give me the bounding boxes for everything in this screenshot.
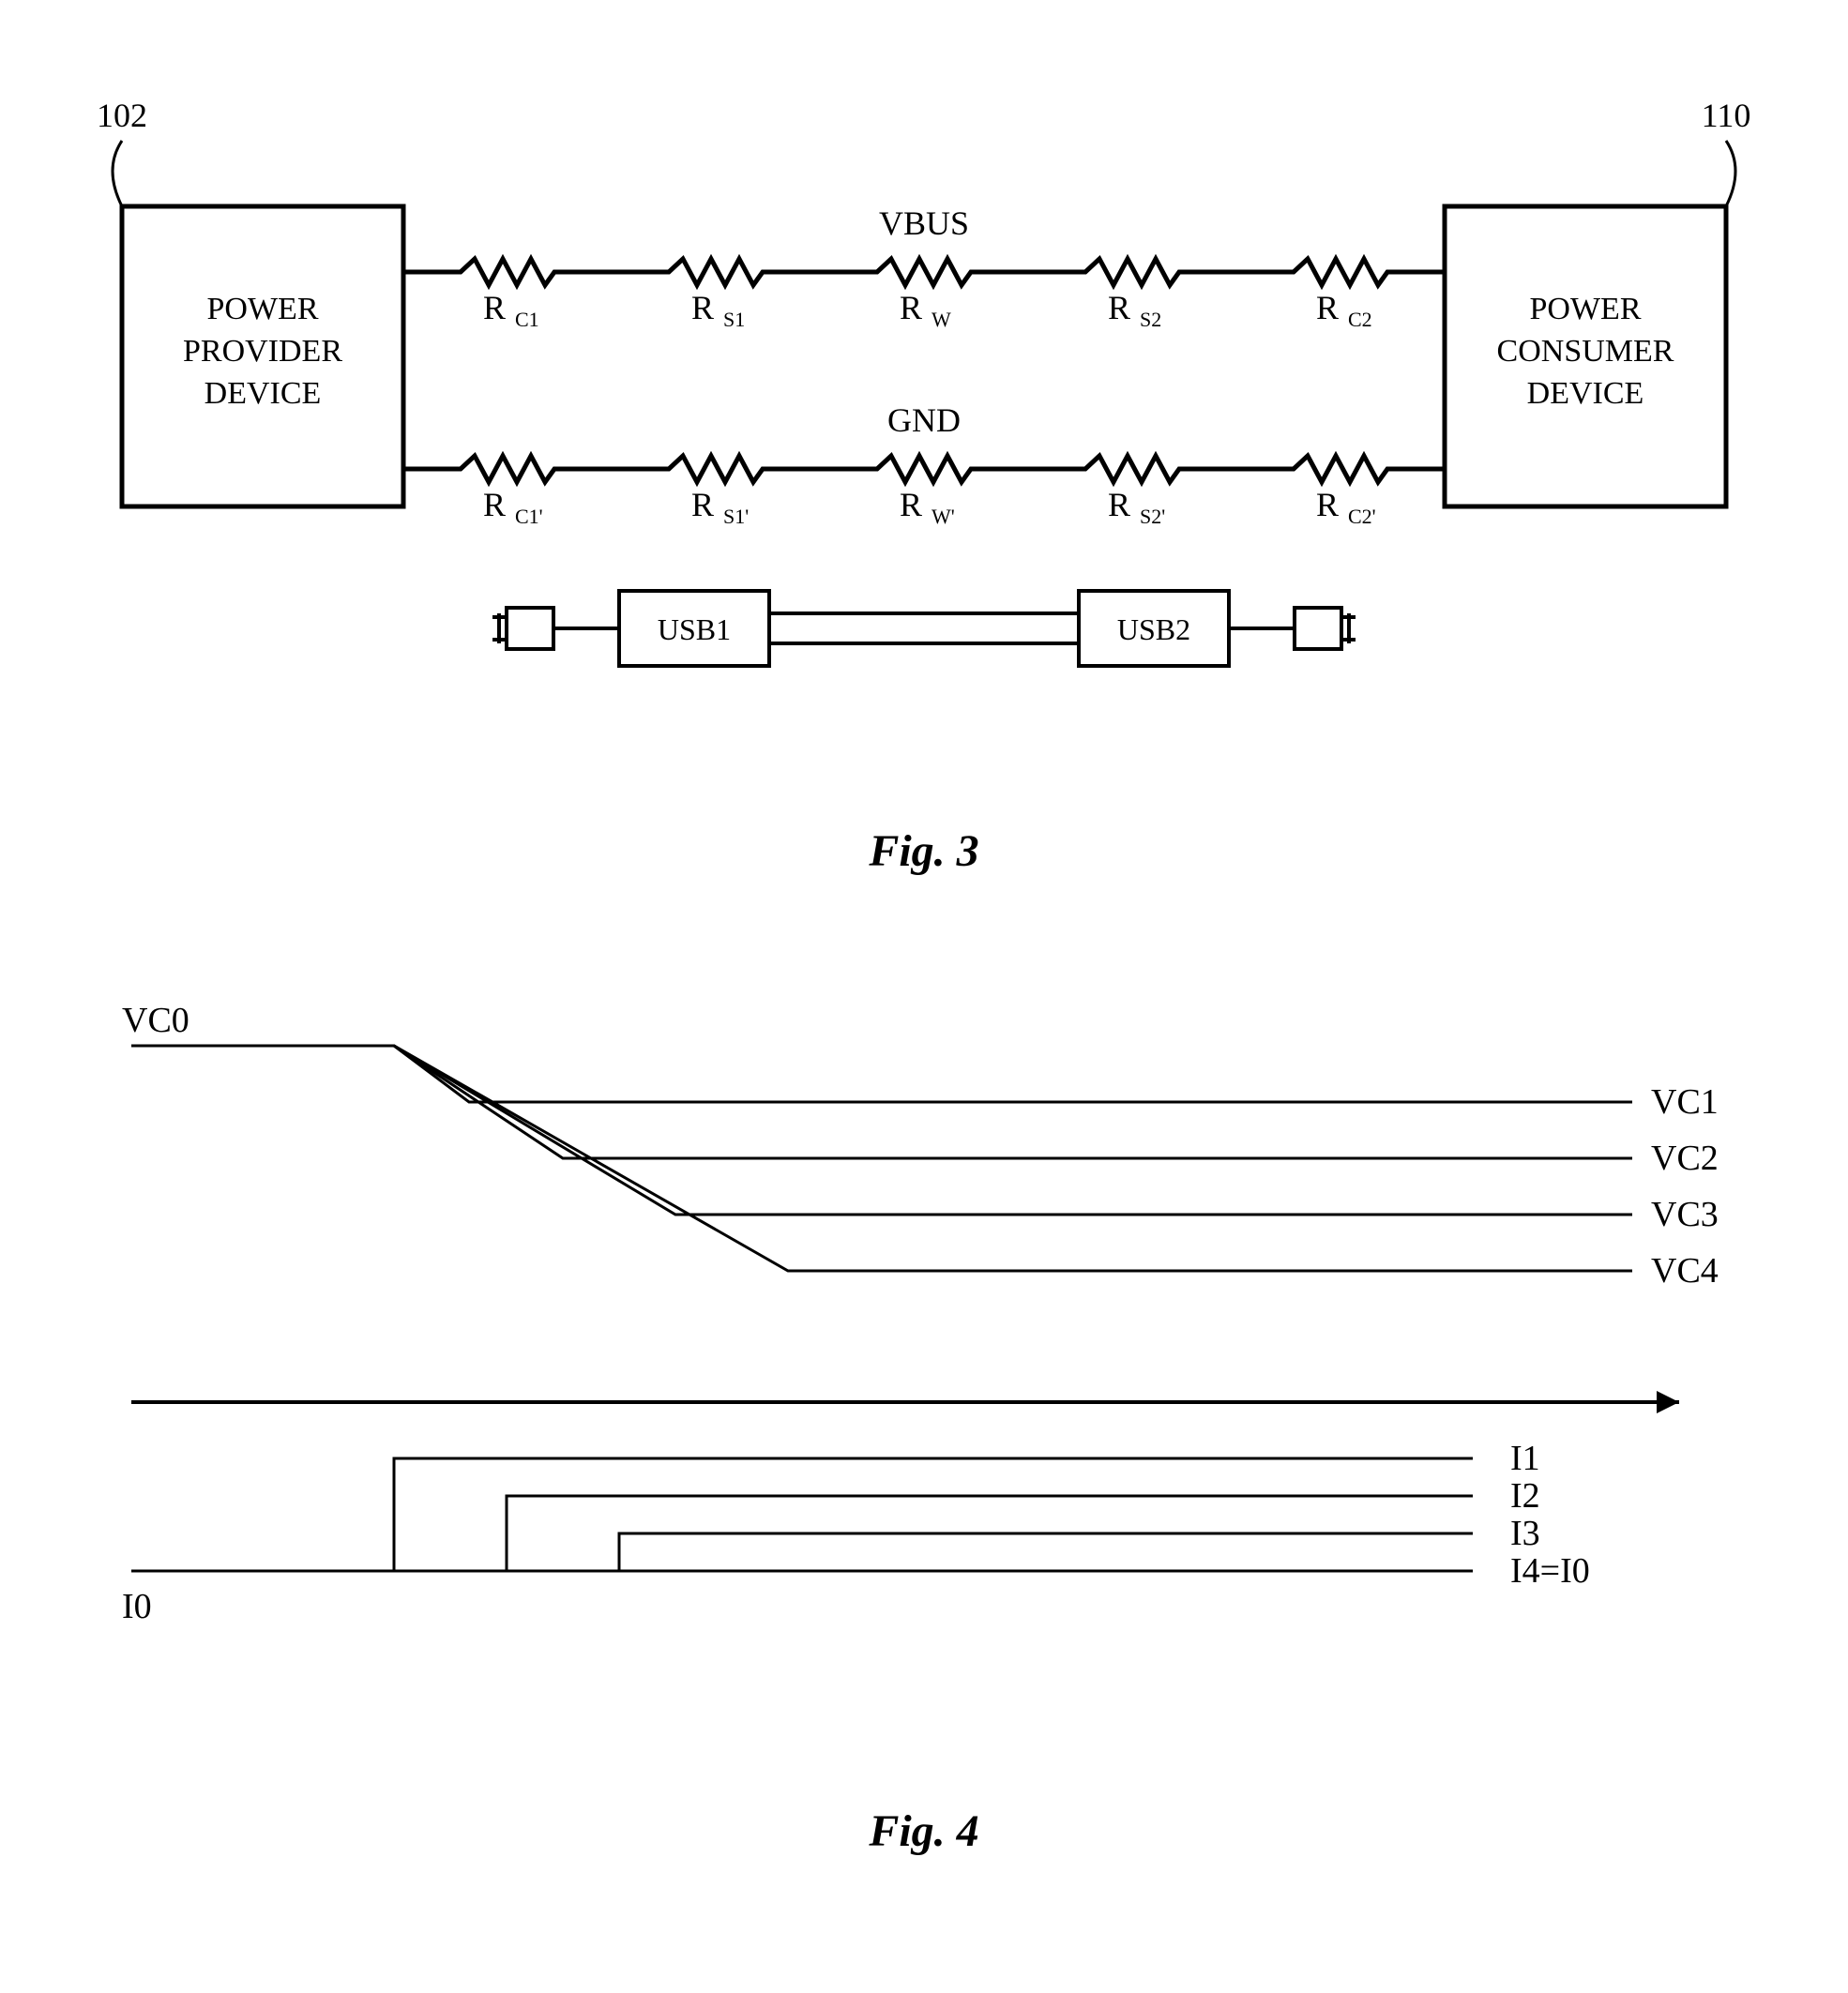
- i-end-label: I1: [1510, 1439, 1540, 1478]
- resistor-symbol: [659, 456, 772, 482]
- vbus-line: RC1RS1RWRS2RC2: [403, 259, 1445, 331]
- resistor-subscript: S1: [723, 308, 745, 331]
- resistor-label: R: [691, 486, 714, 523]
- resistor-symbol: [1076, 259, 1189, 285]
- gnd-label: GND: [887, 401, 961, 439]
- resistor-symbol: [659, 259, 772, 285]
- resistor-subscript: C1': [515, 505, 543, 528]
- voltage-trace: [131, 1046, 1632, 1102]
- provider-ref: 102: [97, 97, 147, 134]
- resistor-symbol: [1076, 456, 1189, 482]
- cable-drawing: USB1 USB2: [492, 591, 1356, 666]
- resistor-label: R: [900, 289, 922, 326]
- resistor-symbol: [1284, 259, 1397, 285]
- vc-end-label: VC1: [1651, 1082, 1719, 1122]
- resistor-subscript: C2': [1348, 505, 1376, 528]
- resistor-subscript: W: [932, 308, 951, 331]
- usb2-label: USB2: [1117, 612, 1190, 646]
- consumer-label-l1: POWER: [1530, 292, 1642, 326]
- consumer-label-l3: DEVICE: [1527, 376, 1644, 411]
- fig4-svg: VC0 VC1 VC2 VC3 VC4 I0 I1I2I3I4=I0: [38, 952, 1810, 1796]
- i-end-label: I4=I0: [1510, 1551, 1590, 1591]
- vc0-label: VC0: [122, 1001, 189, 1040]
- fig4-caption: Fig. 4: [38, 1805, 1810, 1857]
- vc-end-label: VC2: [1651, 1139, 1719, 1178]
- provider-label-l1: POWER: [207, 292, 319, 326]
- current-trace: [131, 1458, 1473, 1571]
- resistor-subscript: W': [932, 505, 955, 528]
- resistor-label: R: [1316, 486, 1339, 523]
- resistor-subscript: C1: [515, 308, 539, 331]
- resistor-label: R: [1316, 289, 1339, 326]
- current-trace: [131, 1533, 1473, 1571]
- arrowhead-icon: [1657, 1391, 1679, 1413]
- provider-label-l2: PROVIDER: [183, 334, 342, 369]
- resistor-subscript: S1': [723, 505, 749, 528]
- resistor-subscript: S2: [1140, 308, 1161, 331]
- vc-end-label: VC4: [1651, 1251, 1719, 1291]
- i-end-label: I2: [1510, 1476, 1540, 1516]
- resistor-symbol: [451, 259, 564, 285]
- provider-label-l3: DEVICE: [204, 376, 322, 411]
- vbus-label: VBUS: [879, 204, 969, 242]
- current-traces: I0 I1I2I3I4=I0: [122, 1391, 1679, 1626]
- voltage-trace: [131, 1046, 1632, 1215]
- resistor-symbol: [868, 259, 980, 285]
- consumer-ref-leader: [1726, 141, 1735, 206]
- vc-end-label: VC3: [1651, 1195, 1719, 1234]
- resistor-subscript: C2: [1348, 308, 1372, 331]
- resistor-label: R: [483, 289, 506, 326]
- consumer-label-l2: CONSUMER: [1497, 334, 1674, 369]
- consumer-ref: 110: [1702, 97, 1751, 134]
- resistor-label: R: [1108, 486, 1130, 523]
- resistor-symbol: [451, 456, 564, 482]
- resistor-label: R: [691, 289, 714, 326]
- resistor-label: R: [1108, 289, 1130, 326]
- fig3-caption: Fig. 3: [38, 825, 1810, 877]
- provider-ref-leader: [113, 141, 122, 206]
- voltage-traces: VC0 VC1 VC2 VC3 VC4: [122, 1001, 1719, 1291]
- resistor-label: R: [900, 486, 922, 523]
- i-end-label: I3: [1510, 1514, 1540, 1553]
- usb1-label: USB1: [658, 612, 731, 646]
- resistor-subscript: S2': [1140, 505, 1165, 528]
- resistor-label: R: [483, 486, 506, 523]
- gnd-line: R C1' R S1' R W' R S2' R C2': [403, 456, 1445, 528]
- resistor-symbol: [868, 456, 980, 482]
- i0-label: I0: [122, 1587, 152, 1626]
- fig3-svg: POWER PROVIDER DEVICE 102 POWER CONSUMER…: [38, 38, 1810, 807]
- resistor-symbol: [1284, 456, 1397, 482]
